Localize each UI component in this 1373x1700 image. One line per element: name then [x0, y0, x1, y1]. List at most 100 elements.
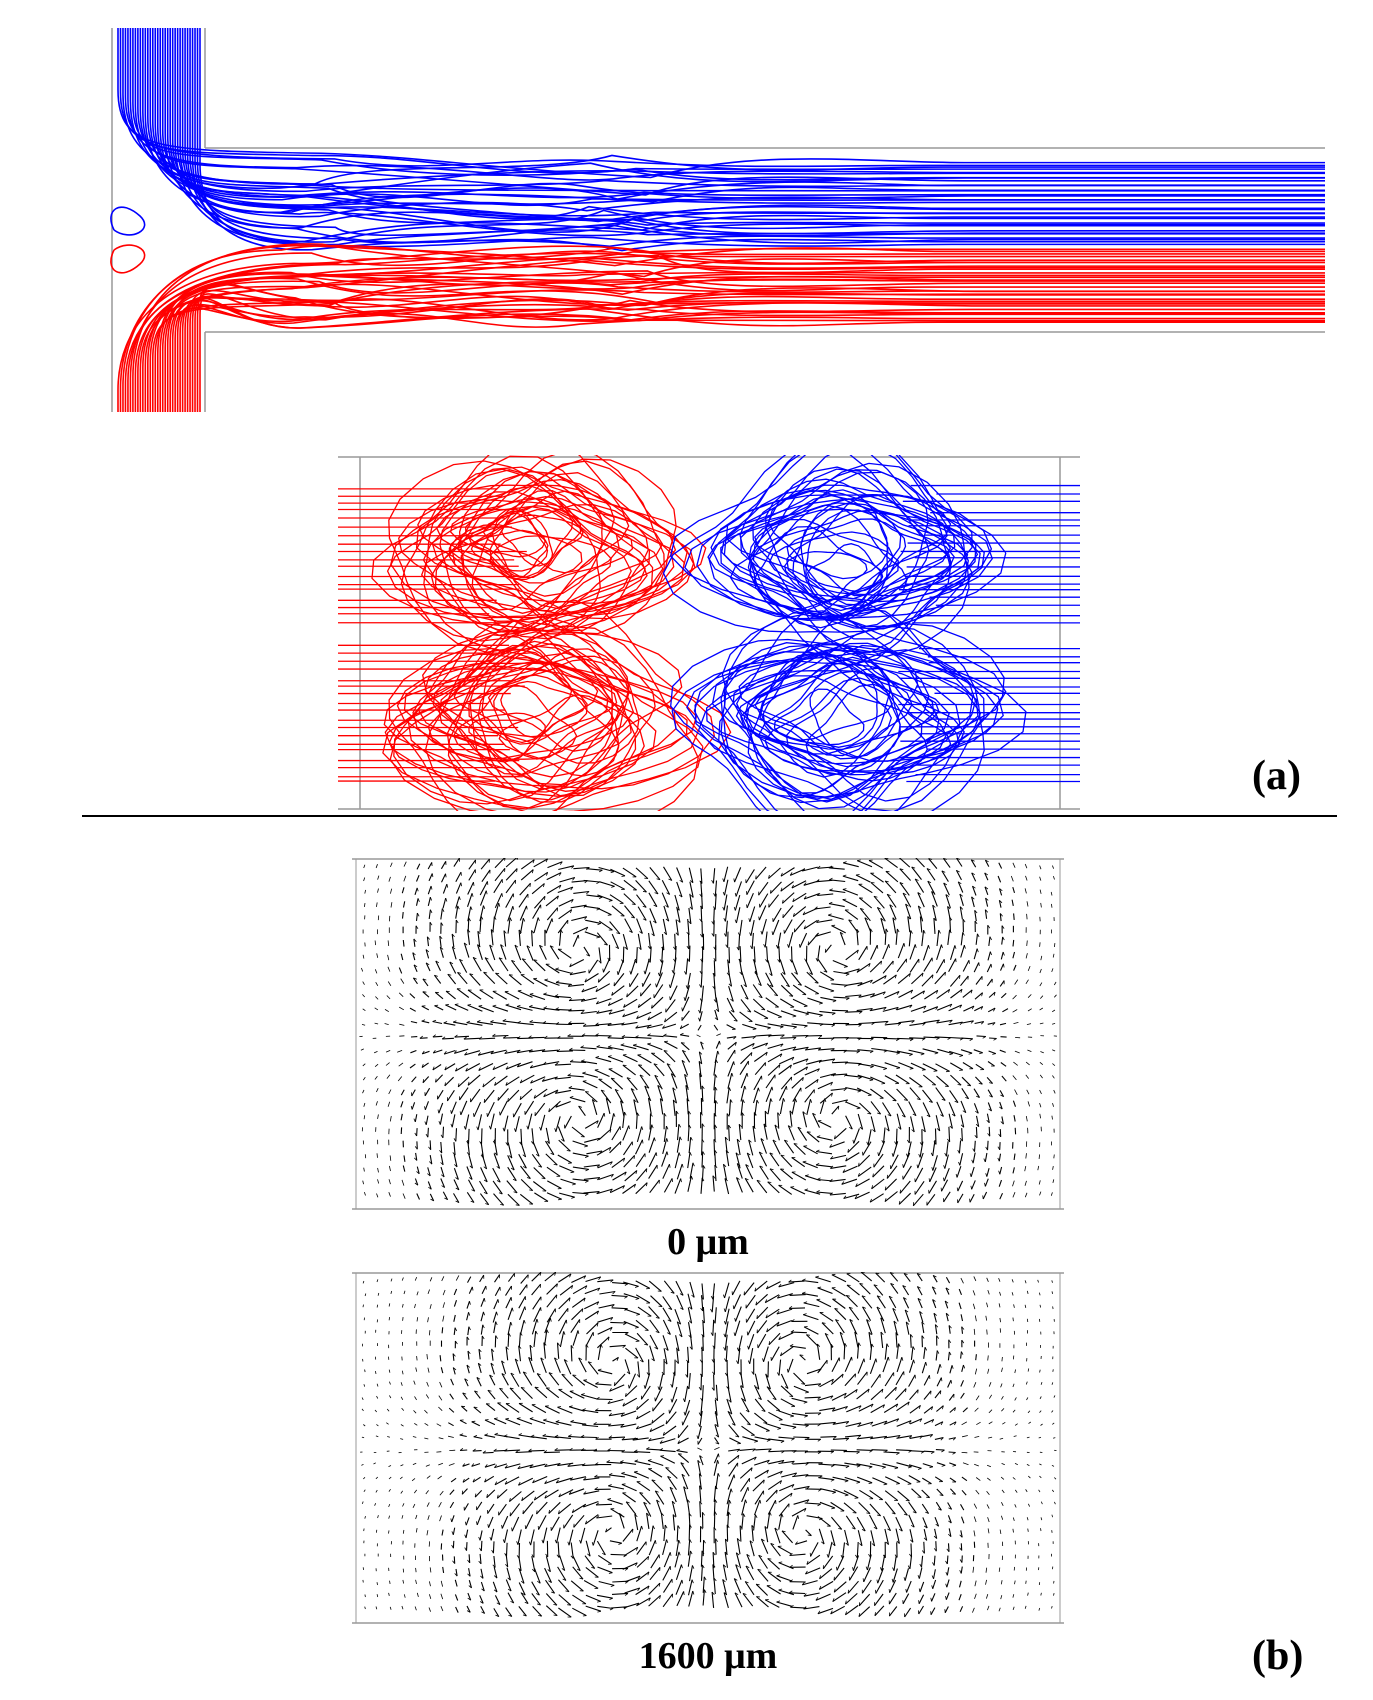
velocity-vector-head: [758, 1397, 762, 1401]
velocity-vector: [765, 1074, 776, 1089]
velocity-vector: [760, 1138, 768, 1154]
velocity-vector: [558, 898, 574, 907]
velocity-vector: [364, 1293, 367, 1297]
velocity-vector: [777, 932, 782, 949]
velocity-vector-head: [959, 975, 961, 979]
velocity-vector-head: [904, 1099, 908, 1101]
velocity-vector-head: [672, 1514, 676, 1518]
velocity-vector: [727, 1041, 737, 1050]
velocity-vector-head: [586, 954, 590, 957]
velocity-vector-head: [981, 1021, 985, 1025]
velocity-vector: [401, 1277, 404, 1281]
velocity-vector: [932, 1299, 937, 1309]
velocity-vector-head: [554, 994, 559, 997]
velocity-vector: [772, 919, 780, 936]
velocity-vector-head: [842, 888, 847, 890]
velocity-vector: [598, 1304, 615, 1309]
velocity-vector: [866, 1319, 873, 1335]
velocity-vector: [633, 1044, 649, 1051]
velocity-vector: [752, 1087, 759, 1104]
velocity-vector: [452, 1367, 456, 1375]
velocity-vector: [884, 1490, 899, 1501]
velocity-vector: [762, 1346, 769, 1362]
velocity-vector: [453, 1314, 456, 1322]
velocity-vector: [494, 1286, 501, 1296]
velocity-vector: [802, 866, 818, 872]
velocity-vector: [544, 1329, 548, 1346]
velocity-vector-head: [872, 1129, 876, 1133]
velocity-vector-head: [459, 1111, 462, 1115]
velocity-vector-head: [960, 1124, 964, 1128]
velocity-vector-head: [517, 1020, 521, 1024]
velocity-vector-head: [624, 1111, 627, 1116]
velocity-vector-head: [609, 1188, 613, 1193]
velocity-vector: [1039, 1463, 1042, 1466]
velocity-vector-head: [515, 1358, 519, 1362]
velocity-vector: [519, 1284, 528, 1296]
velocity-vector-head: [480, 916, 484, 920]
velocity-vector-head: [723, 1163, 727, 1168]
velocity-vector: [1051, 1023, 1056, 1025]
velocity-vector: [636, 1011, 652, 1020]
velocity-vector: [557, 1307, 569, 1322]
velocity-vector: [727, 1072, 733, 1089]
velocity-vector: [819, 1092, 833, 1104]
velocity-vector-head: [633, 1184, 636, 1188]
velocity-vector: [1027, 1368, 1030, 1372]
velocity-vector: [935, 1541, 937, 1552]
velocity-vector: [1052, 1063, 1056, 1067]
velocity-vector: [427, 1181, 432, 1190]
velocity-vector: [409, 1007, 416, 1012]
velocity-vector: [819, 1072, 836, 1079]
velocity-vector: [833, 1567, 845, 1581]
velocity-vector-head: [928, 945, 930, 949]
velocity-vector: [1025, 875, 1028, 881]
velocity-vector: [480, 1128, 483, 1145]
velocity-vector-head: [502, 1018, 507, 1022]
velocity-vector: [744, 1178, 754, 1193]
velocity-vector: [609, 921, 621, 935]
velocity-vector: [870, 1435, 887, 1440]
velocity-vector: [440, 1154, 444, 1166]
velocity-vector: [923, 1419, 935, 1425]
velocity-vector: [459, 1087, 469, 1101]
velocity-vector: [400, 1396, 404, 1400]
velocity-vector: [742, 1436, 758, 1442]
velocity-vector: [505, 1346, 509, 1361]
velocity-vector: [919, 1311, 924, 1323]
velocity-vector-head: [571, 865, 575, 869]
velocity-vector-head: [770, 1098, 773, 1102]
velocity-vector-head: [667, 1319, 672, 1322]
velocity-vector-head: [856, 1451, 860, 1455]
velocity-vector-head: [548, 1580, 552, 1583]
velocity-vector-head: [967, 1084, 971, 1087]
velocity-vector: [479, 1180, 488, 1195]
velocity-vector-head: [477, 930, 481, 935]
velocity-vector: [845, 1295, 858, 1308]
velocity-vector: [862, 1306, 872, 1321]
velocity-vector-head: [554, 1434, 559, 1438]
velocity-vector: [374, 940, 376, 946]
velocity-vector: [713, 1024, 719, 1031]
velocity-vector: [480, 1324, 484, 1335]
velocity-vector-head: [919, 1418, 923, 1423]
velocity-vector-head: [636, 1112, 640, 1117]
velocity-vector: [791, 1098, 796, 1115]
velocity-vector: [772, 1139, 781, 1155]
velocity-vector-head: [895, 1038, 900, 1042]
velocity-vector: [857, 1049, 874, 1052]
velocity-vector: [681, 996, 690, 1012]
velocity-vector-head: [471, 1463, 475, 1467]
velocity-vector-head: [717, 1473, 720, 1477]
velocity-vector: [889, 1272, 899, 1282]
velocity-vector-head: [495, 1335, 498, 1339]
velocity-vector: [1026, 1290, 1029, 1295]
velocity-vector: [524, 1100, 535, 1115]
velocity-vector-head: [803, 925, 806, 930]
velocity-vector: [921, 1116, 926, 1133]
velocity-vector-head: [780, 1470, 783, 1475]
velocity-vector: [518, 1555, 522, 1571]
velocity-vector-head: [476, 1126, 479, 1131]
velocity-vector-head: [505, 1563, 509, 1568]
velocity-vector: [649, 946, 652, 963]
